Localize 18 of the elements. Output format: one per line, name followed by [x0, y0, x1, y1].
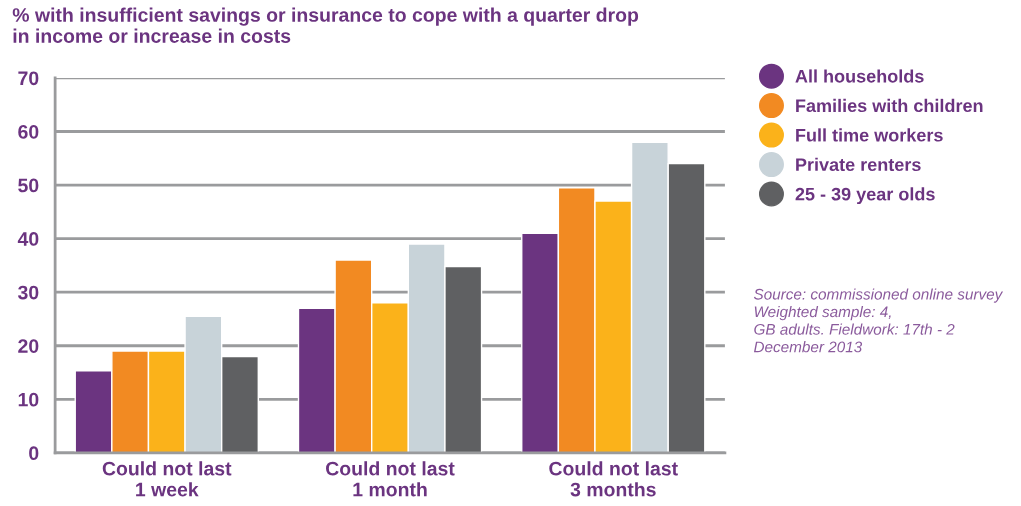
legend-label: Full time workers — [796, 128, 943, 142]
x-tick-label: Could not last 3 months — [549, 461, 678, 497]
y-tick-label: 60 — [18, 124, 39, 139]
source-note: Source: commissioned online survey Weighted sample: 4, GB adults. Fieldwork: 17th - 2 December 2013 — [753, 288, 1004, 353]
y-tick-label: 10 — [18, 392, 39, 407]
y-tick-label: 40 — [17, 232, 39, 246]
chart-title: % with insufficient savings or insurance to cope with a quarter drop in income or increase in costs — [12, 7, 639, 43]
y-tick-label: 30 — [17, 285, 39, 300]
y-tick-label: 20 — [18, 339, 39, 353]
legend-label: Families with children — [796, 98, 983, 113]
x-tick-label: Could not last 1 month — [326, 461, 455, 497]
legend-label: All households — [795, 69, 924, 83]
y-tick-label: 50 — [18, 178, 39, 193]
y-tick-label: 0 — [29, 446, 39, 461]
legend-label: Private renters — [796, 157, 921, 172]
y-tick-label: 70 — [18, 71, 39, 86]
legend-label: 25 - 39 year olds — [795, 187, 935, 205]
x-tick-label: Could not last 1 week — [102, 461, 232, 497]
